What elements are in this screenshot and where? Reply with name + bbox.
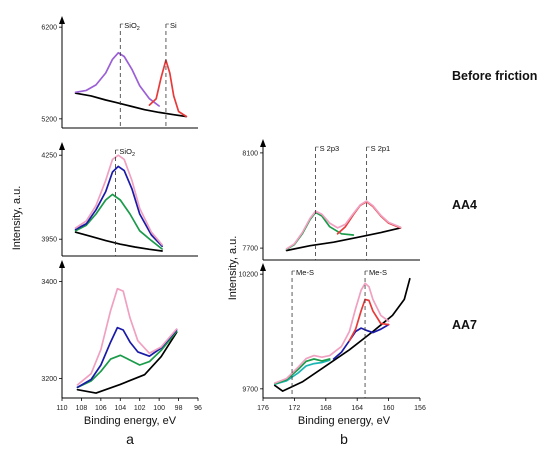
y-tick-label: 3200 <box>41 376 57 383</box>
y-tick-label: 6200 <box>41 25 57 32</box>
series-line-0 <box>76 331 178 394</box>
y-tick-label: 3950 <box>41 237 57 244</box>
y-axis-label-a: Intensity, a.u. <box>11 186 23 251</box>
chart-panel-a1: 5200 6200 SiO2 Si <box>41 16 198 129</box>
y-axis-arrow-icon <box>59 260 65 268</box>
y-tick-label: 5200 <box>41 116 57 123</box>
peak-annotation: Me-S <box>296 268 314 277</box>
y-axis-arrow-icon <box>260 139 266 147</box>
x-tick-label: 98 <box>175 405 183 412</box>
y-axis-label-b: Intensity, a.u. <box>227 236 239 301</box>
y-axis-arrow-icon <box>260 263 266 271</box>
y-tick-label: 7700 <box>242 246 258 253</box>
chart-panel-a2: 3950 4250 SiO2 <box>41 142 198 257</box>
peak-annotation: S 2p3 <box>320 144 340 153</box>
series-line-3 <box>285 200 402 250</box>
x-tick-label: 102 <box>134 405 146 412</box>
series-line-2 <box>74 165 163 248</box>
row-label-aa4: AA4 <box>452 198 477 212</box>
y-tick-label: 3400 <box>41 279 57 286</box>
series-line-0 <box>74 231 163 252</box>
x-tick-label: 160 <box>383 405 395 412</box>
series-line-1 <box>273 359 331 386</box>
x-tick-label: 164 <box>351 405 363 412</box>
x-tick-label: 156 <box>414 405 426 412</box>
series-line-2 <box>76 326 178 389</box>
row-label-aa7: AA7 <box>452 318 477 332</box>
chart-panel-b1: 7700 8100 S 2p3 S 2p1 <box>242 139 420 261</box>
series-line-2 <box>273 358 331 385</box>
x-tick-label: 106 <box>95 405 107 412</box>
y-tick-label: 10200 <box>239 272 259 279</box>
peak-annotation: SiO2 <box>119 147 135 158</box>
x-axis-label-a: Binding energy, eV <box>84 415 177 427</box>
series-line-3 <box>76 287 178 386</box>
chart-panel-a3: 3200 3400 110 108 106 104 102 100 98 96 <box>41 260 202 412</box>
peak-annotation: S 2p1 <box>371 144 391 153</box>
peak-annotation: Me-S <box>369 268 387 277</box>
y-tick-label: 9700 <box>242 386 258 393</box>
panel-label-b: b <box>340 431 348 447</box>
x-tick-label: 104 <box>114 405 126 412</box>
series-line-1 <box>74 193 163 250</box>
x-tick-label: 172 <box>289 405 301 412</box>
y-tick-label: 4250 <box>41 153 57 160</box>
peak-annotation: Si <box>170 21 177 30</box>
series-line-0 <box>74 92 188 118</box>
x-tick-label: 110 <box>56 405 67 412</box>
x-tick-label: 168 <box>320 405 332 412</box>
series-line-4 <box>348 298 390 342</box>
panel-label-a: a <box>126 431 134 447</box>
x-tick-label: 108 <box>76 405 88 412</box>
x-tick-label: 96 <box>194 405 202 412</box>
x-tick-label: 100 <box>153 405 165 412</box>
y-axis-arrow-icon <box>59 16 65 24</box>
row-label-before-friction: Before friction <box>452 69 537 83</box>
series-line-5 <box>273 282 390 384</box>
series-line-1 <box>74 51 160 107</box>
series-line-0 <box>273 277 411 392</box>
y-axis-arrow-icon <box>59 142 65 150</box>
y-tick-label: 8100 <box>242 150 258 157</box>
series-line-2 <box>148 59 188 118</box>
series-line-1 <box>76 330 178 389</box>
peak-annotation: SiO2 <box>124 21 140 32</box>
chart-panel-b2: 9700 10200 176 172 168 164 160 156 Me-S Me-S <box>239 263 426 412</box>
x-tick-label: 176 <box>257 405 269 412</box>
series-line-3 <box>74 154 163 246</box>
series-line-0 <box>285 227 402 252</box>
series-line-3 <box>332 323 390 360</box>
x-axis-label-b: Binding energy, eV <box>298 415 391 427</box>
series-line-2 <box>336 200 402 235</box>
